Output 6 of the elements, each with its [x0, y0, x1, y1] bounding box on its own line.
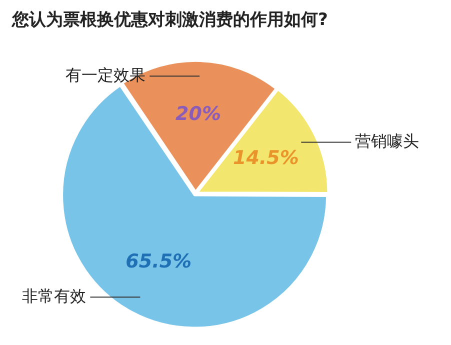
- slice-label: 非常有效: [22, 286, 86, 306]
- data-label: 20%: [175, 103, 221, 126]
- slice-label: 营销噱头: [355, 131, 420, 150]
- chart-title: 您认为票根换优惠对刺激消费的作用如何?: [10, 9, 329, 32]
- data-label: 14.5%: [232, 147, 299, 170]
- data-label: 65.5%: [126, 250, 192, 273]
